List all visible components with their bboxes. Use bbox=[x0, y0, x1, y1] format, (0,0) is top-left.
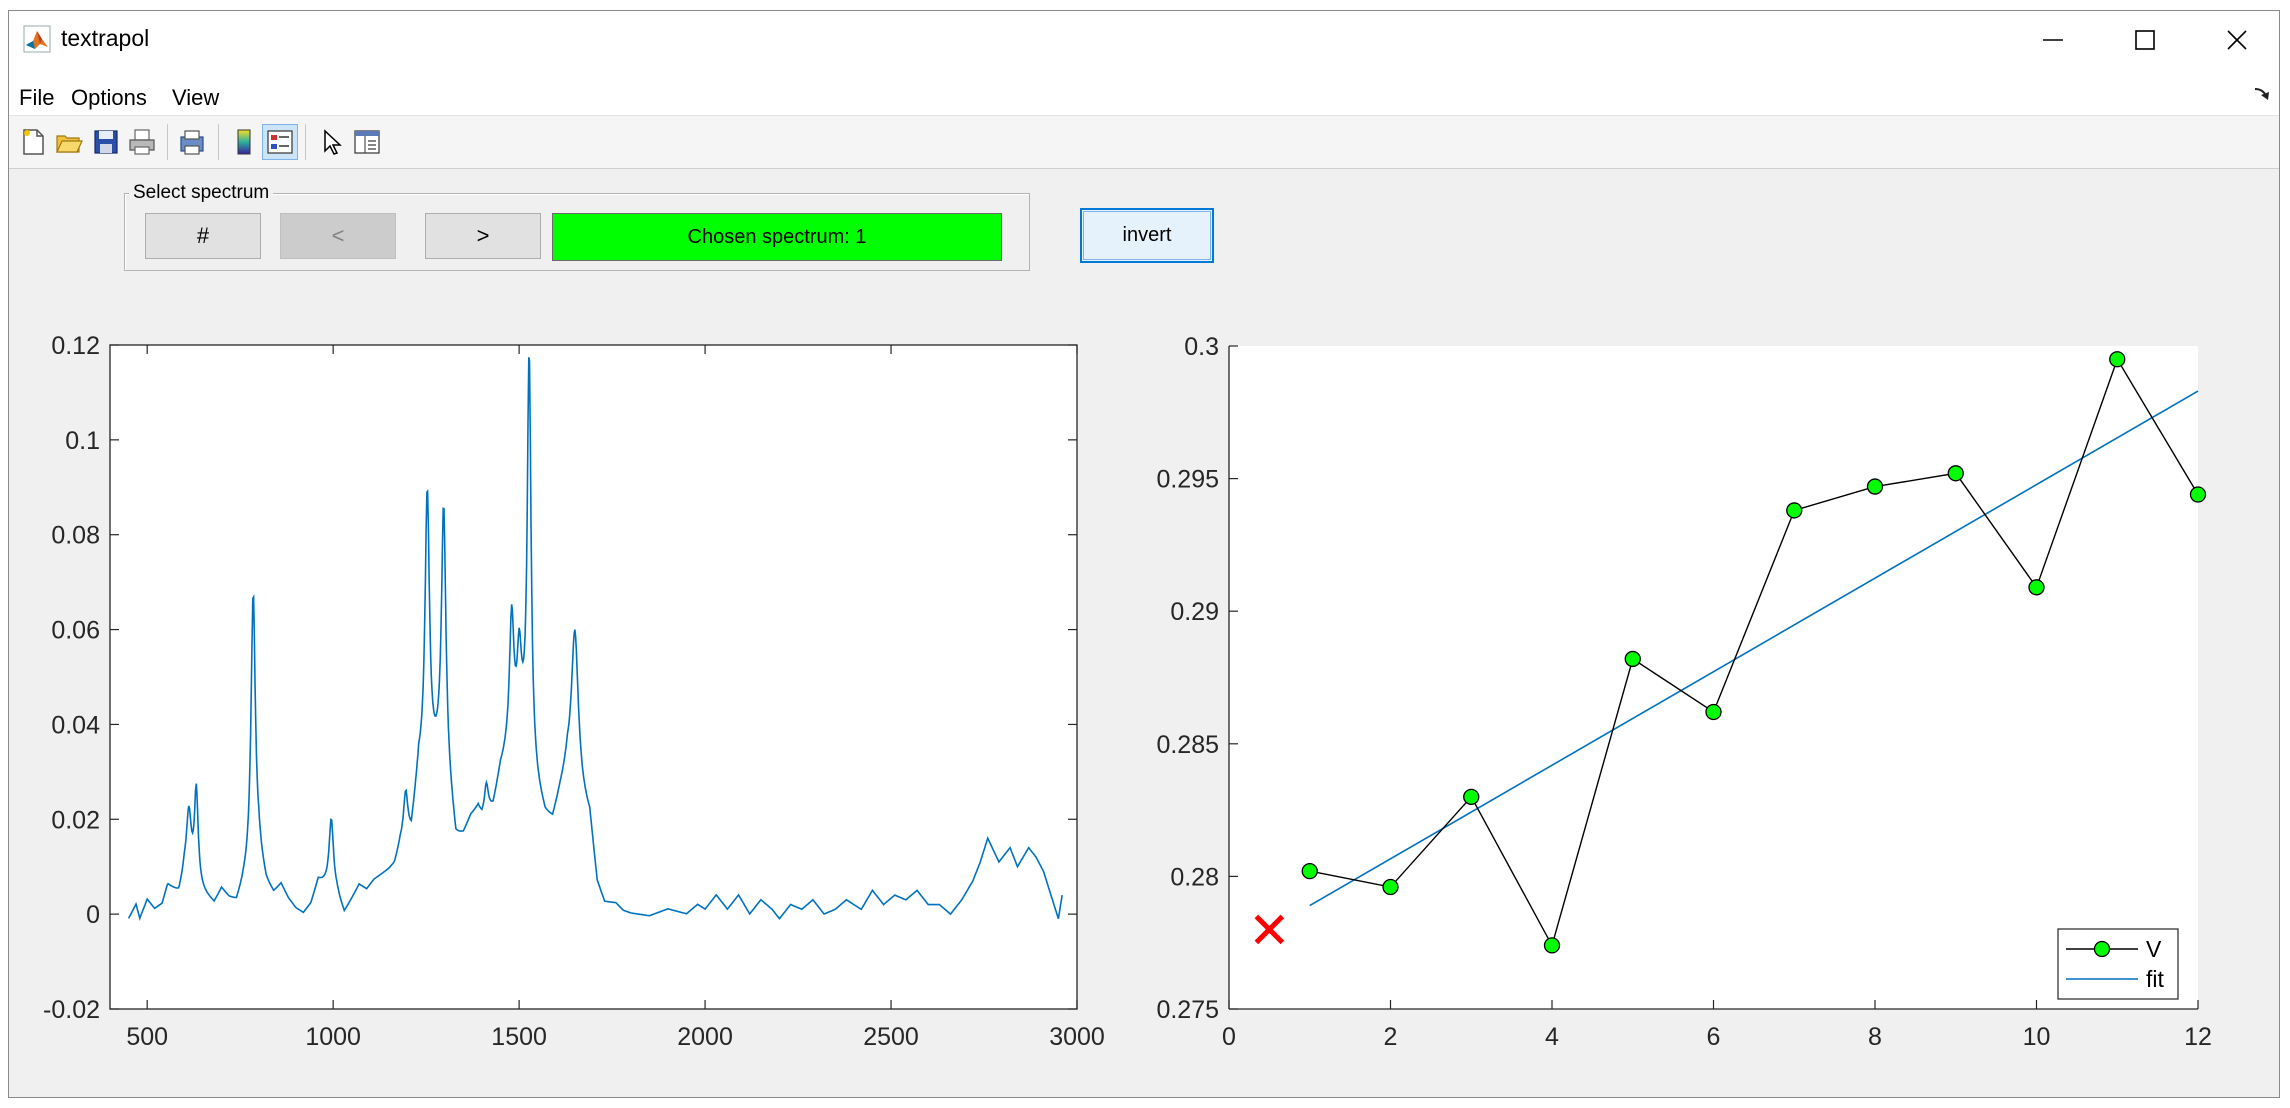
x-tick-label: 3000 bbox=[1049, 1023, 1105, 1051]
y-tick-label: 0.04 bbox=[51, 711, 100, 739]
y-tick-label: 0.29 bbox=[1170, 598, 1219, 626]
v-data-point bbox=[1382, 878, 1399, 896]
x-tick-label: 2500 bbox=[863, 1023, 919, 1051]
colorbar-button[interactable] bbox=[226, 124, 262, 160]
legend-v-marker bbox=[2093, 940, 2111, 958]
maximize-icon bbox=[2135, 30, 2155, 50]
v-data-point bbox=[1705, 703, 1722, 721]
close-icon bbox=[2227, 30, 2247, 50]
v-data-point bbox=[1301, 862, 1318, 880]
legend-box bbox=[2057, 928, 2179, 1000]
y-tick-label: 0.295 bbox=[1156, 466, 1219, 494]
y-tick-label: 0.3 bbox=[1184, 333, 1219, 361]
menu-view[interactable]: View bbox=[172, 85, 220, 110]
open-file-icon bbox=[56, 135, 83, 153]
spectrum-line bbox=[127, 357, 1063, 921]
matlab-icon bbox=[23, 25, 51, 53]
toolbar-separator bbox=[167, 124, 168, 160]
print-preview-button[interactable] bbox=[175, 124, 211, 160]
y-tick-label: 0.12 bbox=[51, 332, 100, 360]
colorbar-icon bbox=[237, 129, 251, 155]
v-data-point bbox=[1947, 465, 1964, 482]
property-inspector-icon bbox=[354, 130, 380, 154]
dock-arrow-icon[interactable] bbox=[2253, 87, 2271, 103]
x-tick-label: 1500 bbox=[491, 1023, 547, 1051]
toolbar bbox=[9, 116, 2279, 169]
plot-area bbox=[1229, 346, 2198, 1009]
menu-options[interactable]: Options bbox=[71, 85, 147, 110]
x-tick-label: 0 bbox=[1222, 1023, 1236, 1051]
x-tick-label: 6 bbox=[1707, 1023, 1721, 1051]
save-icon bbox=[94, 130, 118, 154]
minimize-button[interactable] bbox=[2007, 11, 2099, 69]
x-tick-label: 2000 bbox=[677, 1023, 733, 1051]
chosen-spectrum-indicator: Chosen spectrum: 1 bbox=[552, 213, 1002, 261]
open-file-button[interactable] bbox=[51, 124, 87, 160]
legend-label-fit: fit bbox=[2146, 966, 2165, 992]
window-title: textrapol bbox=[61, 25, 150, 51]
previous-spectrum-button[interactable]: < bbox=[280, 213, 396, 259]
y-tick-label: 0.08 bbox=[51, 522, 100, 550]
v-data-point bbox=[1866, 478, 1884, 495]
y-tick-label: 0.02 bbox=[51, 806, 100, 834]
close-button[interactable] bbox=[2191, 11, 2279, 69]
x-tick-label: 500 bbox=[126, 1023, 168, 1051]
spectrum-chart: 500 1000 1500 2000 2500 3000 -0.02 0 0.02 0.04 0.0… bbox=[43, 332, 1105, 1051]
x-tick-label: 4 bbox=[1545, 1023, 1559, 1051]
maximize-button[interactable] bbox=[2099, 11, 2191, 69]
menu-bar: File Options View bbox=[9, 69, 2279, 116]
y-tick-label: -0.02 bbox=[43, 996, 100, 1024]
legend-label-v: V bbox=[2146, 936, 2162, 962]
extrapolated-point bbox=[1254, 914, 1285, 945]
y-tick-label: 0.28 bbox=[1170, 863, 1219, 891]
toolbar-separator bbox=[305, 124, 306, 160]
y-tick-label: 0.285 bbox=[1156, 731, 1219, 759]
x-tick-label: 8 bbox=[1868, 1023, 1882, 1051]
x-tick-label: 2 bbox=[1384, 1023, 1398, 1051]
save-button[interactable] bbox=[88, 124, 124, 160]
plot-area bbox=[109, 344, 1078, 1010]
pointer-icon bbox=[324, 129, 342, 155]
x-tick-label: 12 bbox=[2184, 1023, 2212, 1051]
v-data-point bbox=[1463, 788, 1480, 805]
print-preview-icon bbox=[180, 130, 204, 155]
panel-title: Select spectrum bbox=[129, 182, 274, 204]
invert-button[interactable]: invert bbox=[1080, 208, 1214, 263]
extrapolated-point-stroke bbox=[1254, 914, 1285, 945]
y-tick-label: 0.275 bbox=[1156, 996, 1219, 1024]
select-spectrum-panel: Select spectrum # < > Chosen spectrum: 1 bbox=[124, 182, 1030, 271]
new-figure-icon bbox=[23, 129, 44, 155]
legend-icon bbox=[267, 130, 293, 154]
v-data-point bbox=[2189, 486, 2207, 503]
x-tick-label: 10 bbox=[2023, 1023, 2051, 1051]
app-window: textrapol File Options View bbox=[8, 10, 2280, 1098]
title-bar: textrapol bbox=[9, 11, 2279, 69]
print-icon bbox=[129, 129, 155, 155]
pointer-button[interactable] bbox=[313, 124, 349, 160]
new-figure-button[interactable] bbox=[15, 124, 51, 160]
select-spectrum-button[interactable]: # bbox=[145, 213, 261, 259]
fit-line bbox=[1309, 390, 2199, 907]
y-tick-label: 0.1 bbox=[65, 427, 100, 455]
property-inspector-button[interactable] bbox=[349, 124, 385, 160]
toolbar-separator bbox=[218, 124, 219, 160]
y-tick-label: 0.06 bbox=[51, 617, 100, 645]
next-spectrum-button[interactable]: > bbox=[425, 213, 541, 259]
menu-file[interactable]: File bbox=[19, 85, 55, 110]
v-data-point bbox=[2028, 579, 2045, 596]
y-tick-label: 0 bbox=[86, 901, 100, 929]
v-data-point bbox=[1543, 937, 1561, 954]
v-series-line bbox=[1309, 357, 2199, 948]
v-data-point bbox=[1624, 650, 1641, 668]
print-button[interactable] bbox=[124, 124, 160, 160]
minimize-icon bbox=[2043, 39, 2063, 41]
x-tick-label: 1000 bbox=[305, 1023, 361, 1051]
v-data-point bbox=[1786, 502, 1803, 519]
v-data-point bbox=[2109, 351, 2126, 368]
legend-button[interactable] bbox=[262, 124, 298, 160]
